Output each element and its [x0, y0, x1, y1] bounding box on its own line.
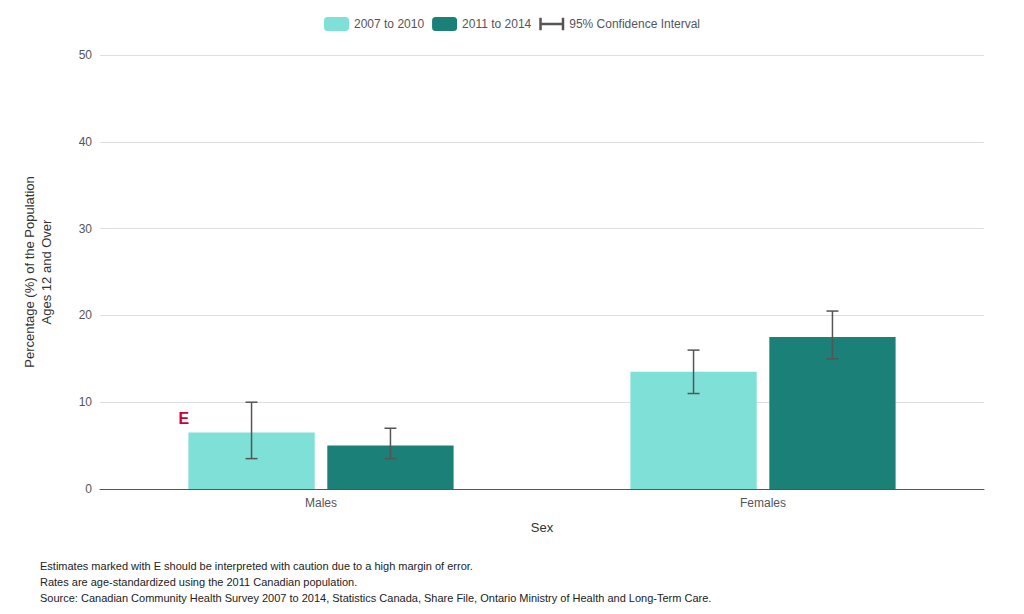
svg-text:Percentage (%) of the Populati: Percentage (%) of the Population	[22, 176, 37, 368]
svg-text:95% Confidence Interval: 95% Confidence Interval	[569, 17, 700, 31]
svg-text:E: E	[178, 410, 189, 427]
svg-text:20: 20	[79, 308, 93, 322]
svg-text:2011 to 2014: 2011 to 2014	[462, 17, 532, 31]
svg-text:2007 to 2010: 2007 to 2010	[354, 17, 424, 31]
svg-text:10: 10	[79, 395, 93, 409]
svg-text:40: 40	[79, 135, 93, 149]
svg-text:Source: Canadian Community Hea: Source: Canadian Community Health Survey…	[40, 592, 711, 604]
svg-text:Rates are age-standardized usi: Rates are age-standardized using the 201…	[40, 576, 357, 588]
svg-text:Sex: Sex	[531, 520, 554, 535]
svg-text:Males: Males	[305, 496, 337, 510]
svg-text:Females: Females	[740, 496, 786, 510]
svg-text:50: 50	[79, 48, 93, 62]
svg-text:Ages 12 and Over: Ages 12 and Over	[39, 219, 54, 324]
svg-text:30: 30	[79, 222, 93, 236]
svg-text:Estimates marked with E should: Estimates marked with E should be interp…	[40, 560, 473, 572]
svg-text:0: 0	[85, 482, 92, 496]
